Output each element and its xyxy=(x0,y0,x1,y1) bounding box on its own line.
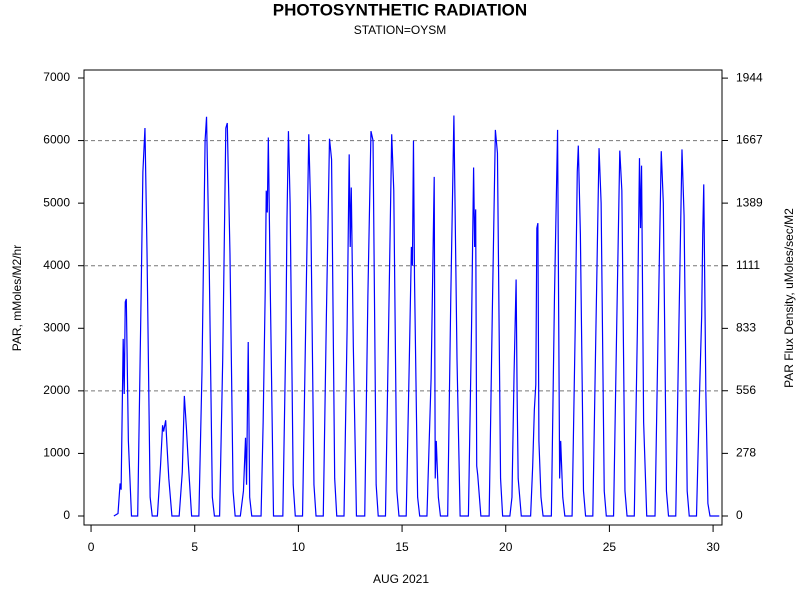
y-tick-label: 6000 xyxy=(43,133,70,147)
y2-tick-label: 0 xyxy=(736,508,743,522)
y2-tick-label: 1944 xyxy=(736,70,763,84)
chart-title: PHOTOSYNTHETIC RADIATION xyxy=(273,0,527,19)
y-axis-label: PAR, mMoles/M2/hr xyxy=(10,245,24,351)
y-tick-label: 5000 xyxy=(43,195,70,209)
y-tick-label: 2000 xyxy=(43,383,70,397)
x-tick-label: 30 xyxy=(706,540,720,554)
x-tick-label: 15 xyxy=(395,540,409,554)
y2-tick-label: 278 xyxy=(736,446,756,460)
y2-axis-label: PAR Flux Density, uMoles/sec/M2 xyxy=(782,208,796,388)
x-tick-label: 20 xyxy=(499,540,513,554)
y-tick-label: 0 xyxy=(63,508,70,522)
plot-frame xyxy=(83,69,723,526)
y-tick-label: 1000 xyxy=(43,446,70,460)
y2-tick-label: 1111 xyxy=(736,258,760,272)
x-tick-label: 25 xyxy=(603,540,617,554)
y2-tick-label: 833 xyxy=(736,321,756,335)
y2-tick-label: 1389 xyxy=(736,195,763,209)
y-tick-label: 3000 xyxy=(43,320,70,334)
x-tick-label: 0 xyxy=(88,540,95,554)
data-line xyxy=(113,115,720,517)
chart-subtitle: STATION=OYSM xyxy=(354,23,447,37)
y-tick-label: 7000 xyxy=(43,70,70,84)
y2-tick-label: 1667 xyxy=(736,133,763,147)
x-tick-label: 10 xyxy=(292,540,306,554)
y2-tick-label: 556 xyxy=(736,383,756,397)
x-tick-label: 5 xyxy=(191,540,198,554)
y-tick-label: 4000 xyxy=(43,258,70,272)
x-axis-label: AUG 2021 xyxy=(373,572,429,586)
